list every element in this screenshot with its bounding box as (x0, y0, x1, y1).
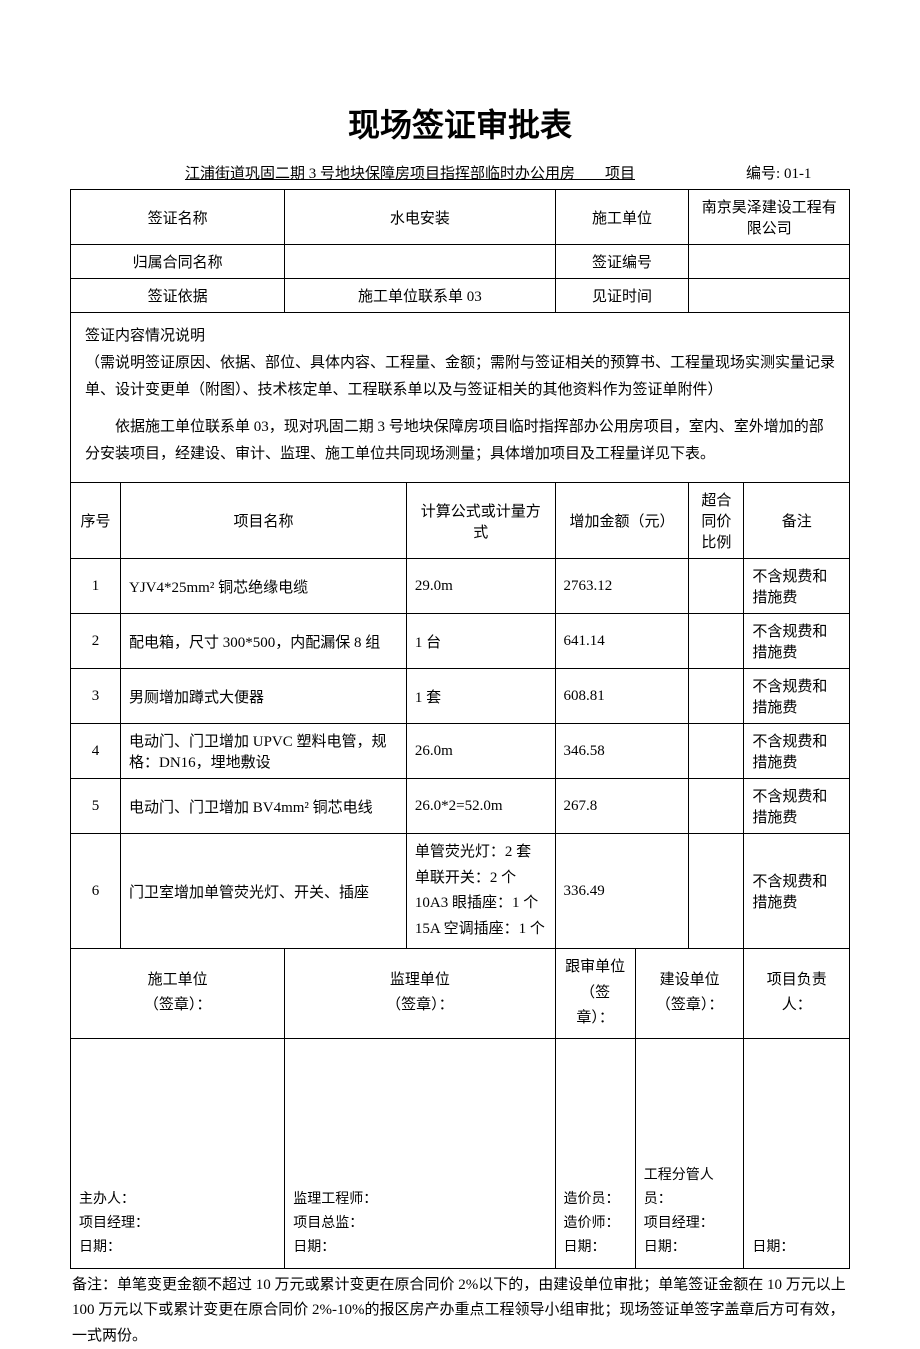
cell-seq: 6 (71, 834, 121, 949)
cell-name: 配电箱，尺寸 300*500，内配漏保 8 组 (121, 614, 407, 669)
sig4-body: 工程分管人员：项目经理：日期： (635, 1038, 744, 1268)
signature-header-row: 施工单位（签章）： 监理单位（签章）： 跟审单位（签章）： 建设单位（签章）： … (71, 949, 850, 1039)
cell-amount: 336.49 (555, 834, 689, 949)
cell-remark: 不含规费和措施费 (744, 614, 850, 669)
basis: 施工单位联系单 03 (285, 279, 555, 313)
table-row: 6 门卫室增加单管荧光灯、开关、插座 单管荧光灯：2 套单联开关：2 个10A3… (71, 834, 850, 949)
cell-seq: 3 (71, 669, 121, 724)
witness-time-label: 见证时间 (555, 279, 689, 313)
main-table: 签证名称 水电安装 施工单位 南京昊泽建设工程有限公司 归属合同名称 签证编号 … (70, 189, 850, 1269)
sig3-header: 跟审单位（签章）： (555, 949, 635, 1039)
witness-time (689, 279, 850, 313)
cell-remark: 不含规费和措施费 (744, 559, 850, 614)
cell-ratio (689, 614, 744, 669)
cell-name: 门卫室增加单管荧光灯、开关、插座 (121, 834, 407, 949)
col-remark: 备注 (744, 483, 850, 559)
cell-formula: 单管荧光灯：2 套单联开关：2 个10A3 眼插座：1 个15A 空调插座：1 … (406, 834, 555, 949)
visa-code (689, 245, 850, 279)
cell-formula: 26.0m (406, 724, 555, 779)
sig4-header: 建设单位（签章）： (635, 949, 744, 1039)
cell-name: 电动门、门卫增加 BV4mm² 铜芯电线 (121, 779, 407, 834)
cell-seq: 2 (71, 614, 121, 669)
cell-name: 电动门、门卫增加 UPVC 塑料电管，规格：DN16，埋地敷设 (121, 724, 407, 779)
cell-ratio (689, 834, 744, 949)
cell-remark: 不含规费和措施费 (744, 669, 850, 724)
items-header: 序号 项目名称 计算公式或计量方式 增加金额（元） 超合同价比例 备注 (71, 483, 850, 559)
table-row: 1 YJV4*25mm² 铜芯绝缘电缆 29.0m 2763.12 不含规费和措… (71, 559, 850, 614)
cell-seq: 5 (71, 779, 121, 834)
subtitle-row: 江浦街道巩固二期 3 号地块保障房项目指挥部临时办公用房 项目 编号: 01-1 (70, 162, 850, 183)
table-row: 2 配电箱，尺寸 300*500，内配漏保 8 组 1 台 641.14 不含规… (71, 614, 850, 669)
table-row: 3 男厕增加蹲式大便器 1 套 608.81 不含规费和措施费 (71, 669, 850, 724)
col-formula: 计算公式或计量方式 (406, 483, 555, 559)
project-name: 江浦街道巩固二期 3 号地块保障房项目指挥部临时办公用房 项目 (74, 162, 746, 183)
sig2-lines: 监理工程师：项目总监：日期： (293, 1188, 546, 1259)
visa-name-label: 签证名称 (71, 190, 285, 245)
signature-body-row: 主办人：项目经理：日期： 监理工程师：项目总监：日期： 造价员：造价师：日期： … (71, 1038, 850, 1268)
cell-formula: 29.0m (406, 559, 555, 614)
cell-seq: 4 (71, 724, 121, 779)
col-ratio: 超合同价比例 (689, 483, 744, 559)
cell-remark: 不含规费和措施费 (744, 834, 850, 949)
header-row-1: 签证名称 水电安装 施工单位 南京昊泽建设工程有限公司 (71, 190, 850, 245)
cell-seq: 1 (71, 559, 121, 614)
cell-ratio (689, 559, 744, 614)
sig3-body: 造价员：造价师：日期： (555, 1038, 635, 1268)
cell-ratio (689, 669, 744, 724)
header-row-2: 归属合同名称 签证编号 (71, 245, 850, 279)
description-cell: 签证内容情况说明 （需说明签证原因、依据、部位、具体内容、工程量、金额；需附与签… (71, 313, 850, 483)
header-row-3: 签证依据 施工单位联系单 03 见证时间 (71, 279, 850, 313)
construction-unit-label: 施工单位 (555, 190, 689, 245)
cell-remark: 不含规费和措施费 (744, 779, 850, 834)
cell-formula: 26.0*2=52.0m (406, 779, 555, 834)
cell-amount: 641.14 (555, 614, 689, 669)
cell-amount: 2763.12 (555, 559, 689, 614)
cell-amount: 346.58 (555, 724, 689, 779)
col-seq: 序号 (71, 483, 121, 559)
sig2-body: 监理工程师：项目总监：日期： (285, 1038, 555, 1268)
doc-number-label: 编号 (746, 166, 776, 182)
col-name: 项目名称 (121, 483, 407, 559)
cell-formula: 1 套 (406, 669, 555, 724)
cell-amount: 267.8 (555, 779, 689, 834)
sig1-header: 施工单位（签章）： (71, 949, 285, 1039)
cell-formula: 1 台 (406, 614, 555, 669)
cell-amount: 608.81 (555, 669, 689, 724)
contract (285, 245, 555, 279)
sig1-body: 主办人：项目经理：日期： (71, 1038, 285, 1268)
desc-note: （需说明签证原因、依据、部位、具体内容、工程量、金额；需附与签证相关的预算书、工… (85, 350, 835, 404)
basis-label: 签证依据 (71, 279, 285, 313)
sig4-lines: 工程分管人员：项目经理：日期： (644, 1164, 736, 1259)
cell-ratio (689, 724, 744, 779)
sig1-lines: 主办人：项目经理：日期： (79, 1188, 276, 1259)
cell-name: 男厕增加蹲式大便器 (121, 669, 407, 724)
sig5-header: 项目负责人： (744, 949, 850, 1039)
table-row: 5 电动门、门卫增加 BV4mm² 铜芯电线 26.0*2=52.0m 267.… (71, 779, 850, 834)
description-row: 签证内容情况说明 （需说明签证原因、依据、部位、具体内容、工程量、金额；需附与签… (71, 313, 850, 483)
sig2-header: 监理单位（签章）： (285, 949, 555, 1039)
table-row: 4 电动门、门卫增加 UPVC 塑料电管，规格：DN16，埋地敷设 26.0m … (71, 724, 850, 779)
cell-name: YJV4*25mm² 铜芯绝缘电缆 (121, 559, 407, 614)
sig3-lines: 造价员：造价师：日期： (564, 1188, 627, 1259)
footnote: 备注：单笔变更金额不超过 10 万元或累计变更在原合同价 2%以下的，由建设单位… (70, 1273, 850, 1349)
page-title: 现场签证审批表 (70, 100, 850, 146)
visa-code-label: 签证编号 (555, 245, 689, 279)
desc-body: 依据施工单位联系单 03，现对巩固二期 3 号地块保障房项目临时指挥部办公用房项… (85, 414, 835, 468)
visa-name: 水电安装 (285, 190, 555, 245)
doc-number: 编号: 01-1 (746, 162, 846, 183)
cell-remark: 不含规费和措施费 (744, 724, 850, 779)
desc-heading: 签证内容情况说明 (85, 323, 835, 350)
sig5-lines: 日期： (752, 1236, 841, 1260)
col-amount: 增加金额（元） (555, 483, 689, 559)
doc-number-value: 01-1 (784, 166, 812, 182)
construction-unit: 南京昊泽建设工程有限公司 (689, 190, 850, 245)
cell-ratio (689, 779, 744, 834)
contract-label: 归属合同名称 (71, 245, 285, 279)
sig5-body: 日期： (744, 1038, 850, 1268)
